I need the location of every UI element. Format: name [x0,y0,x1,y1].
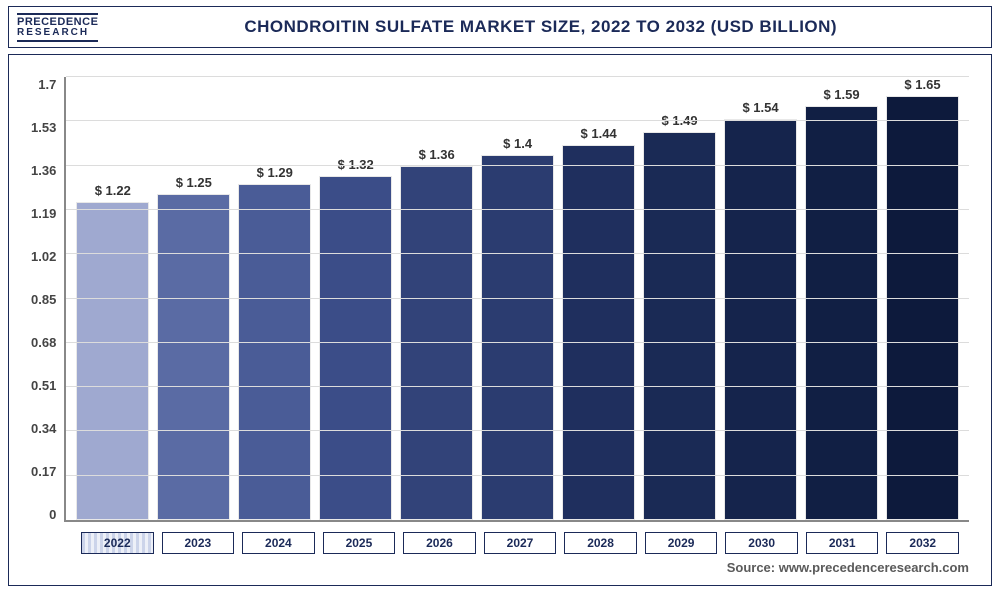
x-tick-label: 2027 [484,532,557,554]
bar [805,106,878,520]
bar-value-label: $ 1.4 [503,136,532,151]
y-axis: 1.7 1.53 1.36 1.19 1.02 0.85 0.68 0.51 0.34 0.17 0 [31,77,64,522]
gridline [66,209,969,210]
gridline [66,165,969,166]
bar-slot: $ 1.22 [72,77,153,520]
y-tick-label: 1.53 [31,120,56,135]
bar-slot: $ 1.54 [720,77,801,520]
y-tick-label: 0.17 [31,464,56,479]
x-tick-label: 2030 [725,532,798,554]
y-tick-label: 0.85 [31,292,56,307]
bar [157,194,230,520]
gridline [66,120,969,121]
y-tick-label: 0.51 [31,378,56,393]
x-tick-label: 2024 [242,532,315,554]
y-tick-label: 0.34 [31,421,56,436]
x-tick-label: 2023 [162,532,235,554]
bar-slot: $ 1.44 [558,77,639,520]
bar-slot: $ 1.32 [315,77,396,520]
bar [76,202,149,520]
gridline [66,298,969,299]
chart-area: 1.7 1.53 1.36 1.19 1.02 0.85 0.68 0.51 0.34 0.17 0… [31,77,969,522]
bar [319,176,392,520]
logo-line2: RESEARCH [17,28,98,38]
bar-slot: $ 1.65 [882,77,963,520]
bars-group: $ 1.22 $ 1.25 $ 1.29 $ 1.32 $ 1.36 $ 1.4 $ 1.4… [66,77,969,520]
bar-slot: $ 1.49 [639,77,720,520]
bar-slot: $ 1.4 [477,77,558,520]
bar-slot: $ 1.29 [234,77,315,520]
gridline [66,386,969,387]
x-tick-label: 2026 [403,532,476,554]
bar-value-label: $ 1.29 [257,165,293,180]
gridline [66,76,969,77]
x-axis: 2022 2023 2024 2025 2026 2027 2028 2029 2030 2031… [71,532,969,554]
bar-value-label: $ 1.65 [904,77,940,92]
gridline [66,430,969,431]
y-tick-label: 1.36 [31,163,56,178]
gridline [66,475,969,476]
chart-panel: 1.7 1.53 1.36 1.19 1.02 0.85 0.68 0.51 0.34 0.17 0… [8,54,992,586]
header-bar: PRECEDENCE RESEARCH CHONDROITIN SULFATE … [8,6,992,48]
bar-value-label: $ 1.22 [95,183,131,198]
source-text: Source: www.precedenceresearch.com [31,560,969,575]
bar [886,96,959,520]
x-tick-label: 2025 [323,532,396,554]
bar [481,155,554,520]
gridline [66,253,969,254]
bar-value-label: $ 1.36 [419,147,455,162]
x-tick-label: 2032 [886,532,959,554]
bar-slot: $ 1.36 [396,77,477,520]
bar [724,119,797,520]
y-tick-label: 0 [49,507,56,522]
logo: PRECEDENCE RESEARCH [17,13,98,42]
bar [238,184,311,520]
bar-slot: $ 1.59 [801,77,882,520]
bar-value-label: $ 1.59 [823,87,859,102]
chart-title: CHONDROITIN SULFATE MARKET SIZE, 2022 TO… [98,17,983,37]
chart-container: PRECEDENCE RESEARCH CHONDROITIN SULFATE … [0,0,1000,592]
y-tick-label: 1.7 [38,77,56,92]
gridline [66,342,969,343]
x-tick-label: 2031 [806,532,879,554]
bar [562,145,635,520]
bar-value-label: $ 1.44 [581,126,617,141]
x-tick-label: 2028 [564,532,637,554]
bar-value-label: $ 1.25 [176,175,212,190]
bar [643,132,716,520]
y-tick-label: 1.02 [31,249,56,264]
bar-value-label: $ 1.54 [742,100,778,115]
x-tick-label: 2029 [645,532,718,554]
logo-line1: PRECEDENCE [17,17,98,28]
x-tick-label: 2022 [81,532,154,554]
bar-slot: $ 1.25 [153,77,234,520]
y-tick-label: 1.19 [31,206,56,221]
plot-area: $ 1.22 $ 1.25 $ 1.29 $ 1.32 $ 1.36 $ 1.4 $ 1.4… [64,77,969,522]
y-tick-label: 0.68 [31,335,56,350]
